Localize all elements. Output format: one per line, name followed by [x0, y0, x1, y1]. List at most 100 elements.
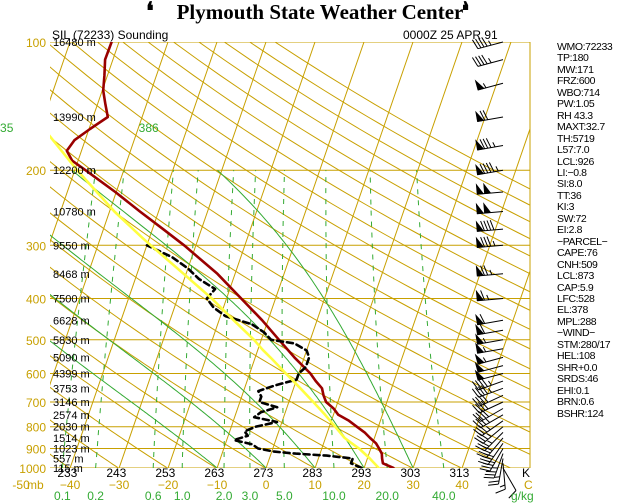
- mixing-ratio-line: [249, 170, 257, 468]
- wind-barb-flag: [477, 379, 485, 389]
- index-line: MW:171: [557, 63, 594, 76]
- wind-barb: [471, 37, 504, 50]
- wind-barb: [475, 289, 504, 302]
- wind-barb: [474, 353, 504, 365]
- mixing-ratio-tick-label: 1.0: [174, 489, 191, 503]
- theta-bottom-label: 303: [400, 466, 420, 480]
- wind-barb-pennant: [474, 79, 485, 91]
- wind-barb: [473, 420, 504, 437]
- wind-barb-flag: [474, 437, 484, 444]
- height-label: 115 m: [53, 463, 83, 475]
- wind-barb-staff: [479, 394, 504, 407]
- dry-adiabat-line: [224, 42, 530, 223]
- mixing-ratio-tick-label: 40.0: [432, 489, 456, 503]
- index-line: TT:36: [557, 189, 582, 202]
- mixing-ratio-lines: [61, 170, 445, 468]
- wind-barb: [502, 467, 517, 499]
- wind-barb: [475, 138, 504, 151]
- dry-adiabat-line: [147, 42, 530, 275]
- indices-panel: WMO:72233 TP:180 MW:171 FRZ:600 WBO:714 PW:1.…: [557, 41, 640, 420]
- parcel-trace: [50, 134, 381, 468]
- temperature-tick-label: 0: [263, 478, 270, 492]
- pressure-tick-label: 1000: [19, 462, 46, 476]
- wind-barb-staff: [487, 443, 504, 465]
- mixing-ratio-line: [61, 170, 97, 468]
- index-line: EHI:0.1: [557, 384, 590, 397]
- wind-barb-staff: [493, 453, 504, 479]
- index-line: MAXT:32.7: [557, 121, 605, 134]
- wind-barb-flag: [472, 413, 481, 422]
- height-label: 12200 m: [53, 165, 96, 177]
- mixing-ratio-tick-label: 0.2: [87, 489, 104, 503]
- wind-barb-half-flag: [494, 476, 500, 478]
- wind-barb-flag: [476, 435, 486, 442]
- wind-barb: [475, 265, 504, 277]
- wind-barb: [475, 333, 504, 345]
- wind-barb-pennant: [475, 333, 485, 345]
- wind-barb-flag: [479, 468, 491, 472]
- wind-barb-half-flag: [492, 240, 496, 247]
- wind-barb-flag: [478, 37, 485, 48]
- wind-barb-half-flag: [488, 58, 492, 64]
- dry-adiabat-line: [50, 186, 512, 468]
- pressure-tick-label: 600: [26, 367, 46, 381]
- wind-barb-half-flag: [487, 388, 492, 393]
- wind-barb: [475, 323, 504, 336]
- pressure-tick-label: 900: [26, 443, 46, 457]
- mixing-ratio-line: [281, 170, 285, 468]
- wind-barb: [474, 79, 504, 91]
- wind-barb-pennant: [474, 353, 485, 365]
- wind-barb-flag: [483, 220, 489, 231]
- dry-adiabat-line: [198, 42, 530, 240]
- isotherm-line: [0, 42, 21, 468]
- wind-barb-flag: [481, 54, 488, 65]
- mixing-ratio-line: [416, 170, 445, 468]
- mixing-ratio-tick-label: 20.0: [376, 489, 400, 503]
- theta-bottom-label: 243: [106, 466, 126, 480]
- wind-barb-flag: [486, 220, 492, 231]
- isotherm-line: [216, 42, 365, 468]
- wind-barb-flag: [474, 380, 482, 390]
- wind-barb-flag: [473, 428, 483, 437]
- dry-adiabat-line: [50, 136, 530, 433]
- wind-barb-pennant: [475, 342, 485, 354]
- wind-barb: [495, 463, 506, 494]
- wind-barb-staff: [489, 448, 504, 472]
- isotherm-line: [461, 269, 530, 468]
- wind-barb-flag: [480, 385, 489, 395]
- wind-barb-flag: [477, 402, 486, 411]
- wind-barb-flag: [482, 110, 489, 120]
- wind-barb-half-flag: [486, 433, 492, 438]
- mixing-ratio-unit-label: g/kg: [511, 489, 534, 503]
- wind-barb-pennant: [475, 163, 485, 176]
- wind-barb-flag: [477, 386, 486, 396]
- index-line: STM:280/17: [557, 338, 611, 351]
- wind-barb-flag: [472, 420, 481, 429]
- height-label: 1514 m: [53, 433, 90, 445]
- wind-barb-staff: [480, 414, 504, 429]
- wind-barb-flag: [479, 110, 486, 121]
- wind-barb-flag: [495, 488, 506, 494]
- theta-bottom-label: 263: [204, 466, 224, 480]
- wind-barb: [472, 408, 504, 422]
- dewpoint-trace: [145, 244, 363, 468]
- height-label: 2030 m: [53, 422, 90, 434]
- wind-barb-flag: [482, 138, 489, 149]
- wind-barb-staff: [477, 41, 504, 50]
- dry-adiabat-line: [50, 239, 414, 468]
- wind-barb-staff: [484, 432, 504, 452]
- index-line: RH 43.3: [557, 109, 593, 122]
- wind-barb-pennant: [475, 265, 485, 277]
- height-label: 16480 m: [53, 37, 96, 49]
- wind-barb-flag: [479, 139, 486, 150]
- wind-barb-pennant: [483, 182, 492, 195]
- pressure-tick-label: 800: [26, 421, 46, 435]
- index-line: EI:2.8: [557, 224, 583, 237]
- temperature-tick-label: -50: [12, 478, 30, 492]
- dry-adiabat-line: [71, 42, 530, 330]
- height-label: 4399 m: [53, 368, 90, 380]
- wind-barb: [483, 453, 504, 479]
- wind-barb: [475, 110, 504, 122]
- isotherm-line: [50, 42, 169, 386]
